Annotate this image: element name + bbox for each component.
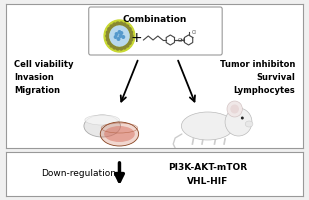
Circle shape xyxy=(122,36,125,38)
Circle shape xyxy=(126,25,129,28)
Text: Combination: Combination xyxy=(123,15,187,24)
Circle shape xyxy=(126,44,129,47)
Circle shape xyxy=(108,28,111,31)
Circle shape xyxy=(225,108,252,136)
Circle shape xyxy=(113,46,116,49)
Text: VHL-HIF: VHL-HIF xyxy=(187,178,228,186)
Circle shape xyxy=(116,47,119,50)
Circle shape xyxy=(241,116,244,119)
Circle shape xyxy=(115,33,118,35)
Ellipse shape xyxy=(104,126,135,142)
Circle shape xyxy=(106,38,109,41)
Ellipse shape xyxy=(245,121,253,127)
FancyBboxPatch shape xyxy=(89,7,222,55)
Circle shape xyxy=(120,22,123,25)
Text: Cl: Cl xyxy=(192,30,196,36)
Ellipse shape xyxy=(85,115,120,125)
Circle shape xyxy=(110,26,129,46)
Circle shape xyxy=(108,41,111,44)
Circle shape xyxy=(117,38,120,40)
Circle shape xyxy=(128,28,131,31)
Circle shape xyxy=(130,34,133,38)
Circle shape xyxy=(123,23,126,26)
Text: Tumor inhibiton
Survival
Lymphocytes: Tumor inhibiton Survival Lymphocytes xyxy=(220,60,295,95)
Text: +: + xyxy=(131,31,142,45)
Circle shape xyxy=(118,31,121,33)
Circle shape xyxy=(106,34,109,38)
Circle shape xyxy=(119,35,122,37)
Ellipse shape xyxy=(181,112,234,140)
Text: Down-regulation: Down-regulation xyxy=(41,170,116,178)
Circle shape xyxy=(110,25,113,28)
Circle shape xyxy=(104,20,135,52)
Text: Cell viability
Invasion
Migration: Cell viability Invasion Migration xyxy=(14,60,73,95)
Circle shape xyxy=(123,46,126,49)
Circle shape xyxy=(129,31,133,34)
Circle shape xyxy=(113,23,116,26)
Circle shape xyxy=(120,47,123,50)
Circle shape xyxy=(106,31,109,34)
Text: OH: OH xyxy=(178,38,185,43)
Circle shape xyxy=(116,22,119,25)
Ellipse shape xyxy=(100,122,139,146)
Circle shape xyxy=(129,38,133,41)
Circle shape xyxy=(128,41,131,44)
Text: PI3K-AKT-mTOR: PI3K-AKT-mTOR xyxy=(168,164,247,172)
Circle shape xyxy=(120,32,123,34)
Circle shape xyxy=(110,44,113,47)
Ellipse shape xyxy=(84,115,121,137)
Circle shape xyxy=(114,36,117,38)
Circle shape xyxy=(227,101,242,117)
Circle shape xyxy=(230,104,239,114)
